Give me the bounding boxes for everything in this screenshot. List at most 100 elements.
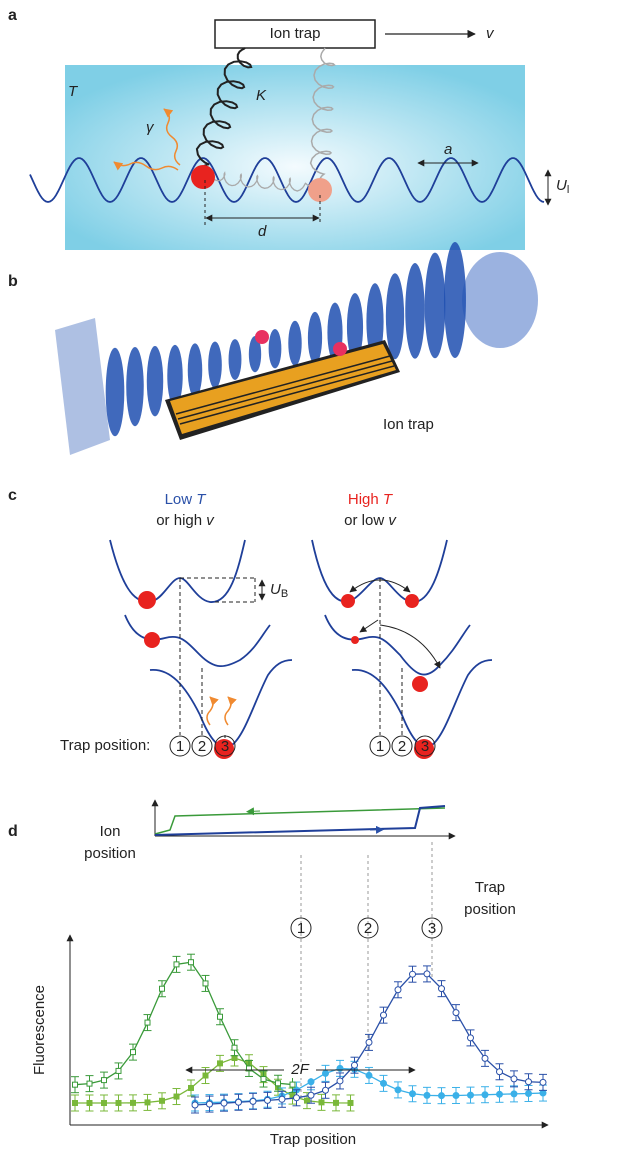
t: U (270, 581, 281, 598)
point (468, 1092, 474, 1098)
point (439, 986, 445, 992)
point (366, 1039, 372, 1045)
point (102, 1078, 107, 1083)
panel-label: b (8, 273, 18, 290)
point (381, 1012, 387, 1018)
x-label: Trap position (270, 1131, 356, 1148)
t: or low (344, 512, 388, 529)
wave-lobe (208, 341, 222, 388)
right-subtitle: or low v (344, 512, 397, 529)
x-label: Trap (475, 879, 505, 896)
point (308, 1092, 314, 1098)
point (221, 1100, 227, 1106)
separation-label: d (258, 223, 267, 240)
point (424, 1092, 430, 1098)
point (511, 1076, 517, 1082)
point (323, 1087, 329, 1093)
point (236, 1099, 242, 1105)
point (395, 1087, 401, 1093)
position-number: 2 (398, 738, 406, 755)
point (468, 1035, 474, 1041)
velocity-label: v (486, 25, 495, 42)
width-label: 2F (290, 1061, 309, 1078)
position-number: 3 (221, 738, 229, 755)
point (218, 1061, 223, 1066)
t: or high (156, 512, 206, 529)
point (453, 1092, 459, 1098)
hop-arrow (380, 625, 440, 668)
panel-label: c (8, 487, 17, 504)
barrier-label: UB (270, 581, 288, 600)
t: B (281, 588, 288, 600)
wave-lobe (106, 348, 125, 437)
point (73, 1101, 78, 1106)
point (511, 1091, 517, 1097)
point (337, 1078, 343, 1084)
point (160, 986, 165, 991)
point (160, 1098, 165, 1103)
point (279, 1096, 285, 1102)
wave-lobe (147, 346, 163, 416)
position-number: 2 (364, 920, 372, 937)
point (192, 1102, 198, 1108)
panel-label: d (8, 823, 18, 840)
y-label: Ion (100, 823, 121, 840)
wave-lobe (288, 321, 301, 366)
point (116, 1068, 121, 1073)
point (203, 981, 208, 986)
left-title: Low T (165, 491, 208, 508)
figure: a Ion trap v T K γ a Ul d b Ion trap c L… (0, 0, 630, 1151)
guides (180, 578, 402, 745)
spacing-label: a (444, 141, 452, 158)
point (73, 1082, 78, 1087)
point (294, 1095, 300, 1101)
trap-label: Ion trap (270, 25, 321, 42)
point (305, 1098, 310, 1103)
t: T (196, 491, 207, 508)
point (145, 1020, 150, 1025)
point (131, 1100, 136, 1105)
right-title: High T (348, 491, 394, 508)
point (174, 962, 179, 967)
ion (191, 165, 215, 189)
electrodes (170, 344, 396, 434)
point (261, 1077, 266, 1082)
point (497, 1091, 503, 1097)
wave-lobe (229, 339, 242, 380)
point (131, 1050, 136, 1055)
wave-lobe (405, 263, 424, 359)
wave-lobe (126, 347, 144, 426)
point (319, 1100, 324, 1105)
wave-lobe (444, 242, 466, 358)
point (250, 1098, 256, 1104)
t: T (383, 491, 394, 508)
point (526, 1079, 532, 1085)
point (145, 1100, 150, 1105)
point (526, 1090, 532, 1096)
mirror-right (462, 252, 538, 348)
depth-subscript: l (567, 184, 569, 196)
point (381, 1080, 387, 1086)
point (323, 1070, 329, 1076)
point (87, 1081, 92, 1086)
point (482, 1055, 488, 1061)
photon (207, 697, 213, 725)
point (290, 1082, 295, 1087)
point (102, 1100, 107, 1105)
position-number: 1 (297, 920, 305, 937)
wave-lobe (188, 343, 202, 397)
point (189, 1085, 194, 1090)
point (116, 1100, 121, 1105)
point (189, 960, 194, 965)
point (410, 1091, 416, 1097)
ion-trace-forward (155, 806, 445, 835)
direction (250, 811, 260, 812)
point (439, 1093, 445, 1099)
point (334, 1100, 339, 1105)
wave-lobe (386, 273, 404, 359)
ion (333, 342, 347, 356)
point (87, 1100, 92, 1105)
y-label: Fluorescence (31, 985, 48, 1075)
t: v (206, 512, 215, 529)
point (265, 1097, 271, 1103)
